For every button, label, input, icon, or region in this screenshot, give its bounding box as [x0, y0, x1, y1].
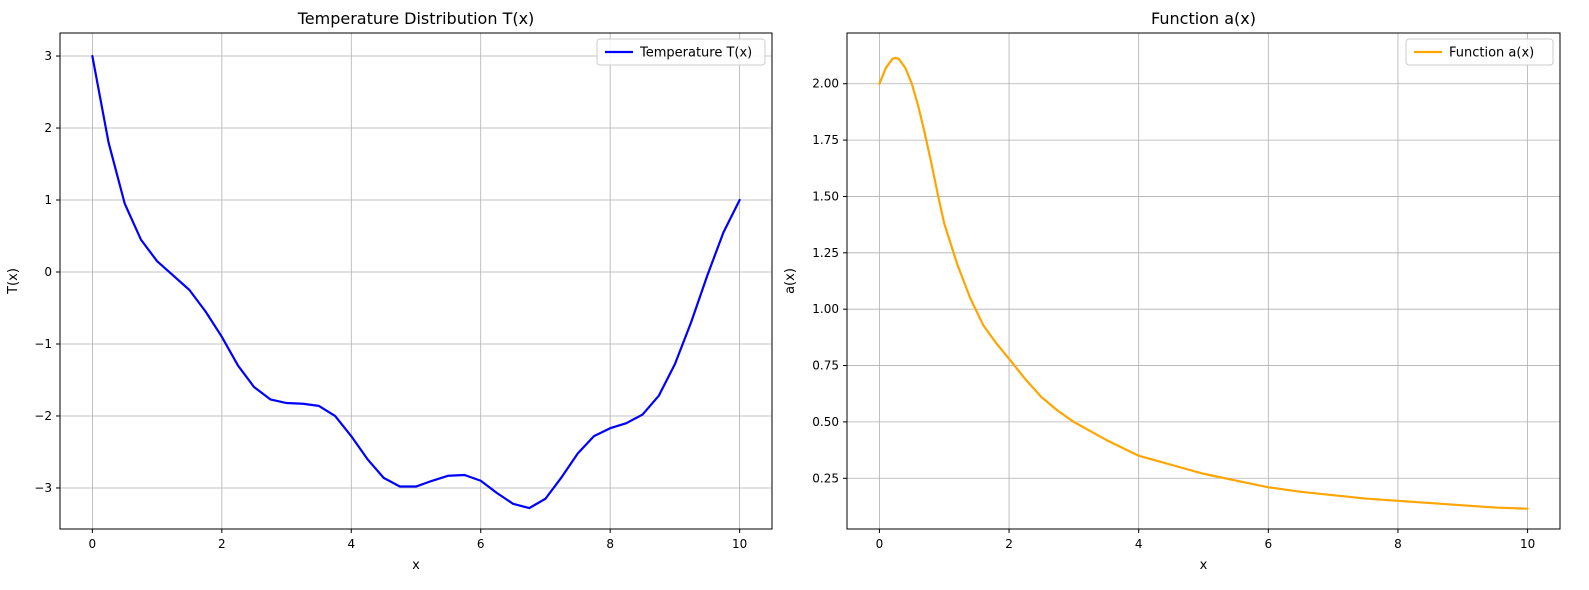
x-tick-label: 4	[1135, 537, 1143, 551]
x-tick-label: 2	[218, 537, 226, 551]
y-tick-label: −2	[34, 409, 52, 423]
y-tick-label: 1.25	[812, 246, 839, 260]
y-tick-label: 1	[44, 193, 52, 207]
legend: Temperature T(x)	[596, 38, 766, 66]
y-tick-label: 0.25	[812, 471, 839, 485]
x-tick-label: 10	[732, 537, 747, 551]
legend-label: Function a(x)	[1449, 46, 1534, 61]
y-tick-label: 0	[44, 265, 52, 279]
y-tick-label: −1	[34, 337, 52, 351]
y-tick-label: 1.00	[812, 302, 839, 316]
y-axis-label: a(x)	[783, 268, 798, 294]
y-tick-label: 1.75	[812, 133, 839, 147]
x-tick-label: 8	[606, 537, 614, 551]
x-tick-label: 6	[1264, 537, 1272, 551]
chart-title: Temperature Distribution T(x)	[297, 9, 535, 28]
y-tick-label: −3	[34, 481, 52, 495]
series-line	[91, 54, 741, 510]
axes-frame	[846, 32, 1561, 530]
y-axis-label: T(x)	[6, 268, 21, 295]
x-axis-label: x	[412, 558, 420, 573]
legend-label: Temperature T(x)	[639, 46, 752, 61]
legend-box	[1405, 38, 1554, 66]
y-tick-label: 3	[44, 49, 52, 63]
x-tick-label: 4	[347, 537, 355, 551]
legend: Function a(x)	[1405, 38, 1554, 66]
axes-frame	[59, 32, 773, 530]
chart-title: Function a(x)	[1151, 9, 1256, 28]
legend-box	[596, 38, 766, 66]
x-tick-label: 2	[1005, 537, 1013, 551]
y-tick-label: 0.75	[812, 359, 839, 373]
y-tick-label: 2.00	[812, 77, 839, 91]
x-tick-label: 8	[1394, 537, 1402, 551]
x-tick-label: 6	[477, 537, 485, 551]
temperature-chart: 0 2 4 6 8 10 −3 −2 −1 0 1 2 3 Temperature Distributio…	[6, 9, 773, 573]
x-tick-label: 0	[89, 537, 97, 551]
y-tick-label: 2	[44, 121, 52, 135]
x-tick-label: 0	[876, 537, 884, 551]
y-tick-label: 1.50	[812, 189, 839, 203]
function-a-chart: 0 2 4 6 8 10 0.25 0.50 0.75 1.00 1.25 1.50 1.75 2.00 F…	[783, 9, 1561, 573]
x-tick-label: 10	[1520, 537, 1535, 551]
series-line	[878, 56, 1529, 510]
x-axis-label: x	[1200, 558, 1208, 573]
y-tick-label: 0.50	[812, 415, 839, 429]
